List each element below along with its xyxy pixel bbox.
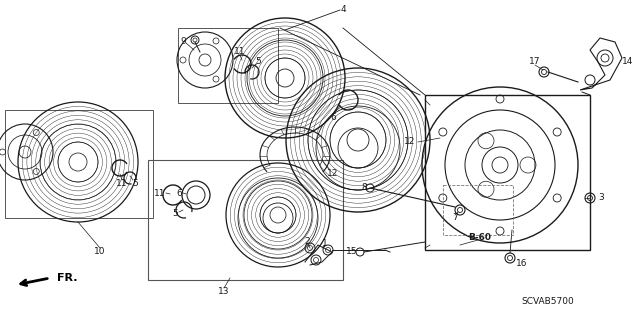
Bar <box>178 28 278 103</box>
Text: 4: 4 <box>340 4 346 13</box>
Text: 16: 16 <box>516 258 527 268</box>
Text: 10: 10 <box>94 248 106 256</box>
Text: 17: 17 <box>529 57 541 66</box>
Text: 13: 13 <box>218 287 230 296</box>
Bar <box>425 95 590 250</box>
Bar <box>148 160 343 280</box>
Text: 2: 2 <box>304 238 310 247</box>
Text: 8: 8 <box>361 183 367 192</box>
Text: 5: 5 <box>172 210 178 219</box>
Text: 14: 14 <box>622 57 634 66</box>
Text: 3: 3 <box>598 194 604 203</box>
Text: 6: 6 <box>176 189 182 197</box>
Text: 1: 1 <box>322 239 328 248</box>
Text: 12: 12 <box>327 168 339 177</box>
Text: 11: 11 <box>154 189 165 197</box>
Bar <box>5 110 153 218</box>
Text: 5: 5 <box>132 179 138 188</box>
Text: 12: 12 <box>404 137 415 146</box>
Text: 7: 7 <box>452 213 458 222</box>
Text: 15: 15 <box>346 248 357 256</box>
Text: 11: 11 <box>234 48 246 56</box>
Text: 5: 5 <box>255 57 261 66</box>
Bar <box>443 185 513 235</box>
Text: FR.: FR. <box>57 273 77 283</box>
Text: B-60: B-60 <box>468 234 492 242</box>
Text: 6: 6 <box>330 114 336 122</box>
Text: 11: 11 <box>116 180 128 189</box>
Text: 9: 9 <box>180 36 186 46</box>
Text: SCVAB5700: SCVAB5700 <box>522 298 574 307</box>
